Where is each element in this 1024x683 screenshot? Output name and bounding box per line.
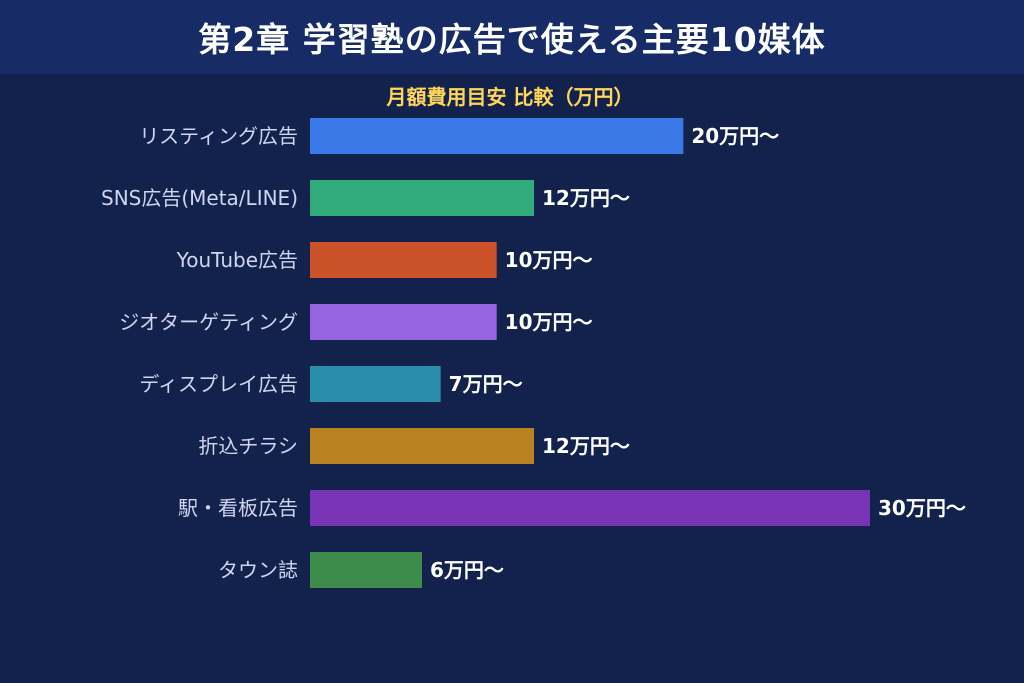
category-label: ジオターゲティング [119, 310, 298, 334]
value-label: 10万円〜 [505, 310, 593, 334]
bar [310, 304, 497, 340]
category-label: ディスプレイ広告 [139, 372, 298, 396]
bar [310, 428, 534, 464]
bar [310, 366, 441, 402]
category-label: 駅・看板広告 [178, 496, 298, 520]
chart-subtitle: 月額費用目安 比較（万円） [386, 85, 634, 109]
bar [310, 118, 684, 154]
value-label: 12万円〜 [542, 186, 630, 210]
page-title: 第2章 学習塾の広告で使える主要10媒体 [198, 20, 826, 59]
value-label: 20万円〜 [691, 124, 779, 148]
category-label: リスティング広告 [139, 124, 298, 148]
bars-group: リスティング広告 20万円〜 SNS広告(Meta/LINE) 12万円〜 YouTub… [101, 118, 966, 588]
bar [310, 552, 422, 588]
category-label: タウン誌 [218, 558, 298, 582]
value-label: 6万円〜 [430, 558, 504, 582]
category-label: 折込チラシ [198, 434, 298, 458]
value-label: 7万円〜 [449, 372, 523, 396]
bar [310, 242, 497, 278]
value-label: 10万円〜 [505, 248, 593, 272]
value-label: 12万円〜 [542, 434, 630, 458]
value-label: 30万円〜 [878, 496, 966, 520]
bar [310, 490, 870, 526]
category-label: YouTube広告 [176, 248, 298, 272]
title-bar: 第2章 学習塾の広告で使える主要10媒体 [0, 0, 1024, 74]
bar [310, 180, 534, 216]
category-label: SNS広告(Meta/LINE) [101, 186, 298, 210]
